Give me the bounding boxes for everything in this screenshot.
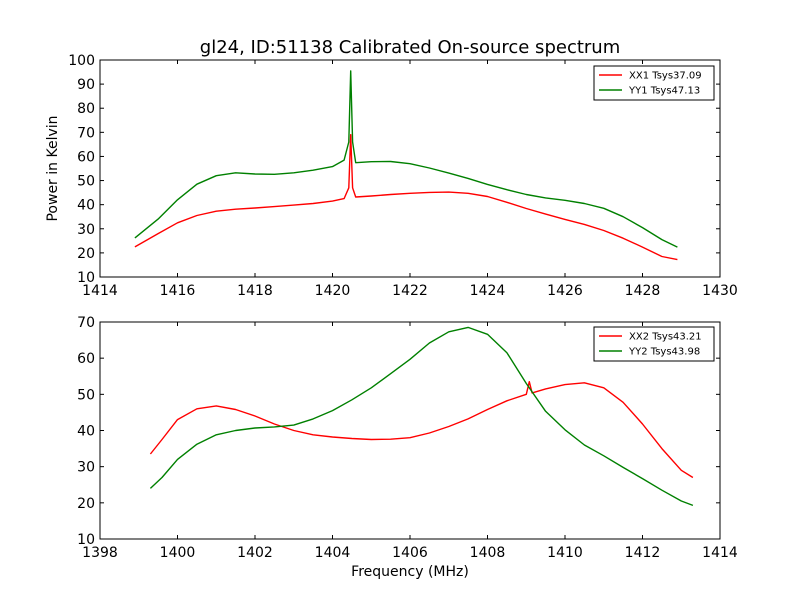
y-tick-label: 10 (77, 270, 95, 286)
y-tick-label: 70 (77, 125, 95, 141)
y-tick-label: 90 (77, 77, 95, 93)
legend-box (593, 326, 715, 362)
x-tick-label: 1408 (470, 545, 506, 561)
x-tick-label: 1416 (160, 283, 196, 299)
subplot-1: 1414 1416 1418 1420 1422 1424 1426 1428 1430 10 20… (45, 53, 738, 299)
x-tick-label: 1414 (82, 283, 118, 299)
x-tick-label: 1406 (392, 545, 428, 561)
x-tick-label: 1430 (702, 283, 738, 299)
x-tick-label: 1412 (625, 545, 661, 561)
x-tick-label: 1424 (470, 283, 506, 299)
x-tick-label: 1428 (625, 283, 661, 299)
x-tick-label: 1404 (315, 545, 351, 561)
series-line-yy1 (134, 70, 678, 248)
y-axis-label: Power in Kelvin (45, 115, 61, 221)
x-tick-label: 1426 (547, 283, 583, 299)
legend-entry-label: XX2 Tsys43.21 (629, 332, 702, 343)
legend-entry-label: YY1 Tsys47.13 (628, 86, 700, 97)
x-tick-label: 1400 (160, 545, 196, 561)
y-tick-label: 50 (77, 174, 95, 190)
series-line-xx1 (134, 133, 678, 261)
x-tick-label: 1402 (237, 545, 273, 561)
y-tick-label: 40 (77, 198, 95, 214)
legend-box (593, 65, 715, 101)
y-tick-label: 30 (77, 222, 95, 238)
x-tick-label: 1414 (702, 545, 738, 561)
series-line-xx2 (149, 381, 694, 479)
y-tick-label: 20 (77, 496, 95, 512)
legend-entry-label: YY2 Tsys43.98 (628, 347, 700, 358)
figure-title: gl24, ID:51138 Calibrated On-source spec… (200, 37, 620, 58)
subplot-2: 1398 1400 1402 1404 1406 1408 1410 1412 1414 10 20… (77, 315, 738, 580)
x-tick-label: 1410 (547, 545, 583, 561)
x-tick-label: 1418 (237, 283, 273, 299)
series-line-yy2 (149, 326, 694, 507)
legend: XX2 Tsys43.21 YY2 Tsys43.98 (593, 326, 715, 362)
legend: XX1 Tsys37.09 YY1 Tsys47.13 (593, 65, 715, 101)
y-tick-label: 30 (77, 460, 95, 476)
x-tick-label: 1420 (315, 283, 351, 299)
y-tick-label: 70 (77, 315, 95, 331)
y-tick-label: 10 (77, 532, 95, 548)
plot-area: 1414 1416 1418 1420 1422 1424 1426 1428 1430 10 20… (45, 53, 738, 580)
x-tick-label: 1398 (82, 545, 118, 561)
x-tick-label: 1422 (392, 283, 428, 299)
y-tick-label: 20 (77, 246, 95, 262)
y-tick-label: 60 (77, 149, 95, 165)
y-tick-label: 40 (77, 424, 95, 440)
y-tick-label: 60 (77, 351, 95, 367)
y-tick-label: 100 (68, 53, 95, 69)
x-axis-label: Frequency (MHz) (351, 564, 469, 580)
legend-entry-label: XX1 Tsys37.09 (629, 71, 702, 82)
y-tick-label: 80 (77, 101, 95, 117)
y-tick-label: 50 (77, 387, 95, 403)
